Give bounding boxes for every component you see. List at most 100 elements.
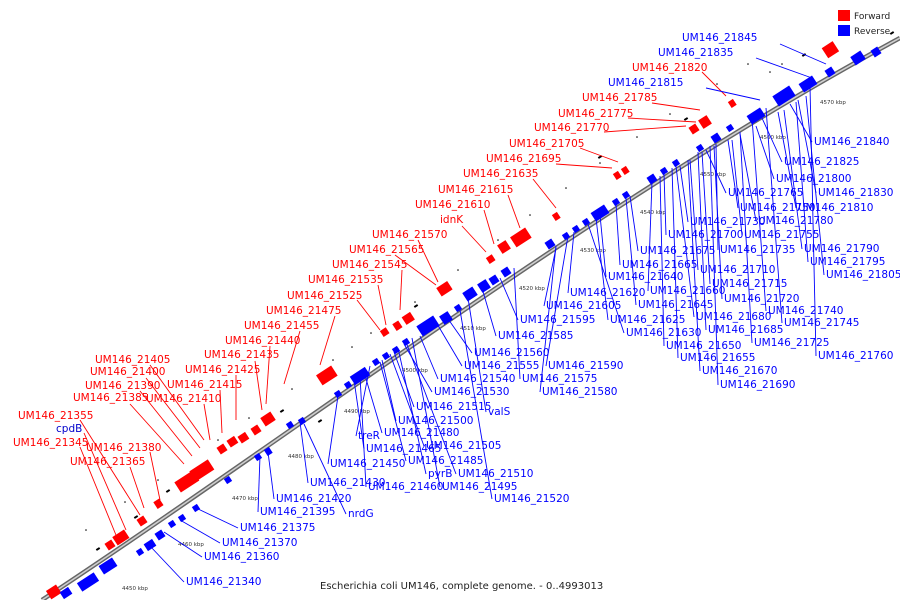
reverse-gene: [710, 132, 722, 144]
reverse-gene-label: UM146_21515: [416, 401, 491, 413]
reverse-gene-label: UM146_21395: [260, 506, 335, 518]
reverse-gene: [76, 572, 100, 592]
forward-gene: [485, 254, 496, 264]
forward-gene-label: UM146_21400: [90, 366, 165, 378]
forward-gene: [551, 211, 561, 221]
reverse-gene-label: UM146_21740: [768, 305, 843, 317]
reverse-genes: [59, 46, 882, 600]
reverse-gene: [143, 538, 157, 552]
reverse-gene-label: UM146_21645: [638, 299, 713, 311]
reverse-gene: [772, 85, 796, 107]
reverse-gene-label: UM146_21480: [384, 427, 459, 439]
reverse-gene-label: UM146_21625: [610, 314, 685, 326]
reverse-gene-label: UM146_21730: [690, 216, 765, 228]
forward-gene: [401, 311, 415, 325]
reverse-gene-label: UM146_21360: [204, 551, 279, 563]
forward-gene: [237, 431, 250, 444]
reverse-gene-label: UM146_21790: [804, 243, 879, 255]
forward-gene: [821, 41, 840, 59]
reverse-gene-label: UM146_21735: [720, 244, 795, 256]
reverse-gene: [671, 158, 681, 168]
forward-label-group: UM146_21820 UM146_21785 UM146_21775 UM14…: [13, 62, 707, 468]
reverse-gene-label: UM146_21780: [758, 215, 833, 227]
legend: Forward Reverse: [838, 10, 891, 37]
forward-gene-label: UM146_21380: [86, 442, 161, 454]
forward-gene: [510, 227, 532, 248]
reverse-gene-label: UM146_21815: [608, 77, 683, 89]
forward-gene: [112, 529, 130, 546]
forward-gene-label: UM146_21390: [85, 380, 160, 392]
reverse-gene: [343, 380, 353, 390]
forward-gene-label: UM146_21365: [70, 456, 145, 468]
tick-label: 4490 kbp: [344, 409, 370, 415]
tick-label: 4540 kbp: [640, 210, 666, 216]
forward-gene: [153, 498, 164, 509]
reverse-gene-label: UM146_21690: [720, 379, 795, 391]
forward-gene: [216, 443, 228, 455]
forward-gene-label: UM146_21345: [13, 437, 88, 449]
reverse-gene: [154, 529, 166, 541]
forward-gene-label: UM146_21565: [349, 244, 424, 256]
reverse-gene: [462, 286, 478, 302]
reverse-gene: [333, 389, 343, 399]
reverse-gene: [488, 274, 500, 286]
reverse-gene-label: UM146_21825: [784, 156, 859, 168]
reverse-gene-label: UM146_21835: [658, 47, 733, 59]
forward-gene: [104, 539, 116, 551]
reverse-gene-label: UM146_21655: [680, 352, 755, 364]
reverse-gene: [590, 204, 610, 222]
forward-gene: [260, 411, 276, 427]
reverse-gene-label: valS: [488, 406, 511, 418]
reverse-gene: [59, 586, 73, 600]
reverse-gene-label: UM146_21640: [608, 271, 683, 283]
reverse-gene-label: pyrB: [428, 468, 452, 480]
reverse-gene-label: UM146_21605: [546, 300, 621, 312]
forward-gene: [189, 459, 215, 482]
genome-backbone: [40, 36, 900, 600]
forward-gene-label: UM146_21355: [18, 410, 93, 422]
forward-gene-label: UM146_21610: [415, 199, 490, 211]
forward-gene: [436, 280, 453, 297]
reverse-gene: [371, 357, 381, 367]
reverse-gene: [746, 107, 766, 125]
forward-gene: [688, 123, 700, 135]
forward-gene-label: UM146_21615: [438, 184, 513, 196]
reverse-gene: [571, 224, 581, 234]
forward-gene-label: UM146_21525: [287, 290, 362, 302]
reverse-gene-label: UM146_21755: [744, 229, 819, 241]
reverse-gene-label: UM146_21670: [702, 365, 777, 377]
reverse-gene: [695, 143, 705, 153]
forward-gene-label: UM146_21410: [146, 393, 221, 405]
tick-label: 4500 kbp: [402, 368, 428, 374]
reverse-gene: [285, 420, 295, 430]
reverse-gene-label: UM146_21810: [798, 202, 873, 214]
forward-gene-label: UM146_21635: [463, 168, 538, 180]
legend-reverse-label: Reverse: [854, 27, 891, 37]
reverse-gene-label: UM146_21795: [810, 256, 885, 268]
tick-label: 4450 kbp: [122, 586, 148, 592]
reverse-gene-label: UM146_21575: [522, 373, 597, 385]
minor-features: [95, 31, 895, 551]
forward-gene: [698, 115, 712, 129]
forward-gene-label: UM146_21705: [509, 138, 584, 150]
map-caption: Escherichia coli UM146, complete genome.…: [320, 581, 603, 592]
reverse-gene: [98, 557, 118, 575]
reverse-gene: [177, 513, 187, 523]
tick-label: 4570 kbp: [820, 100, 846, 106]
tick-label: 4530 kbp: [580, 248, 606, 254]
reverse-gene: [167, 519, 177, 529]
forward-gene: [250, 424, 262, 436]
reverse-gene: [611, 197, 621, 207]
reverse-gene-label: UM146_21700: [668, 229, 743, 241]
reverse-gene: [223, 475, 233, 485]
reverse-gene-label: UM146_21725: [754, 337, 829, 349]
reverse-gene-label: UM146_21805: [826, 269, 900, 281]
tick-label: 4560 kbp: [760, 135, 786, 141]
reverse-gene: [659, 166, 669, 176]
reverse-gene-label: UM146_21830: [818, 187, 893, 199]
reverse-gene-label: UM146_21585: [498, 330, 573, 342]
reverse-gene: [870, 46, 882, 58]
reverse-gene: [477, 279, 491, 293]
legend-reverse-swatch: [838, 25, 850, 36]
